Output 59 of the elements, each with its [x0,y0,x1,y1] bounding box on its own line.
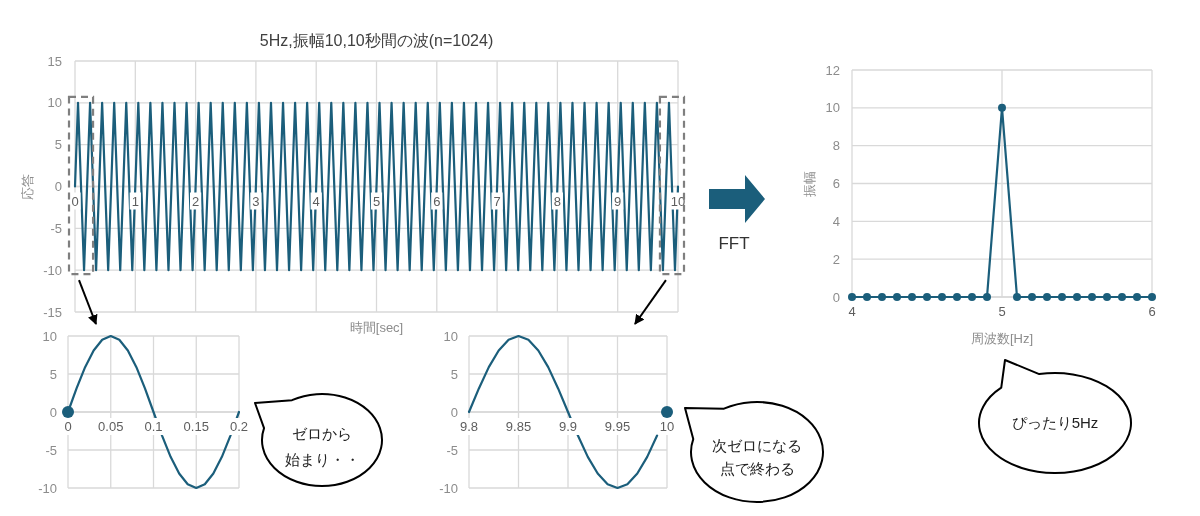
text: 始まり・・ [284,451,360,468]
y-tick-label: 12 [825,62,840,78]
x-tick-label: 5 [372,193,381,209]
y-tick-label: 5 [49,366,57,382]
x-tick-label: 9.8 [459,419,479,434]
x-tick-label: 1 [131,193,139,209]
y-tick-label: -10 [43,262,62,278]
y-tick-label: 2 [832,251,840,267]
y-tick-label: -15 [43,304,62,320]
x-tick-label: 10 [670,193,686,209]
x-axis-title: 周波数[Hz] [970,331,1034,346]
y-tick-label: 10 [443,328,458,344]
text: ゼロから [292,425,352,442]
y-tick-label: 10 [42,328,57,344]
y-tick-label: -10 [439,480,458,496]
x-tick-label: 6 [1148,304,1156,319]
x-tick-label: 10 [659,419,675,434]
text: 次ゼロになる [712,437,802,454]
y-tick-label: 8 [832,138,840,154]
x-tick-label: 5 [998,304,1006,319]
x-tick-label: 0 [64,419,72,434]
x-axis-title: 時間[sec] [349,320,404,335]
x-tick-label: 9.85 [505,419,532,434]
y-tick-label: 5 [54,137,62,153]
x-tick-label: 6 [433,193,441,209]
text: 点で終わる [719,460,795,477]
x-tick-label: 0.1 [144,419,163,434]
chart-title: 5Hz,振幅10,10秒間の波(n=1024) [259,32,494,49]
y-axis-title: 振幅 [802,170,817,197]
y-tick-label: -5 [45,442,57,458]
x-tick-label: 9.9 [558,419,578,434]
y-tick-label: 6 [832,176,840,191]
x-tick-label: 3 [252,193,260,209]
x-tick-label: 0.15 [183,419,209,434]
y-tick-label: 10 [825,100,840,116]
text: ぴったり5Hz [1011,414,1099,431]
y-tick-label: 10 [47,95,62,111]
x-tick-label: 9.95 [604,419,631,434]
y-tick-label: -10 [38,480,57,496]
y-tick-label: 5 [450,366,458,382]
y-tick-label: -5 [446,442,458,458]
x-tick-label: 0.2 [229,419,249,434]
y-tick-label: -5 [50,220,62,236]
y-tick-label: 15 [47,53,62,69]
y-tick-label: 0 [832,289,840,305]
x-tick-label: 0.05 [98,419,124,434]
y-tick-label: 0 [49,404,57,420]
y-tick-label: 0 [54,179,62,194]
x-tick-label: 4 [848,304,856,319]
x-tick-label: 0 [71,193,79,209]
x-tick-label: 4 [312,193,320,209]
x-tick-label: 8 [553,193,562,209]
y-tick-label: 4 [832,213,840,229]
y-axis-title: 応答 [20,173,35,200]
text: FFT [718,234,750,253]
y-tick-label: 0 [450,404,458,420]
x-tick-label: 2 [191,193,200,209]
x-tick-label: 7 [493,193,501,209]
x-tick-label: 9 [614,193,622,209]
